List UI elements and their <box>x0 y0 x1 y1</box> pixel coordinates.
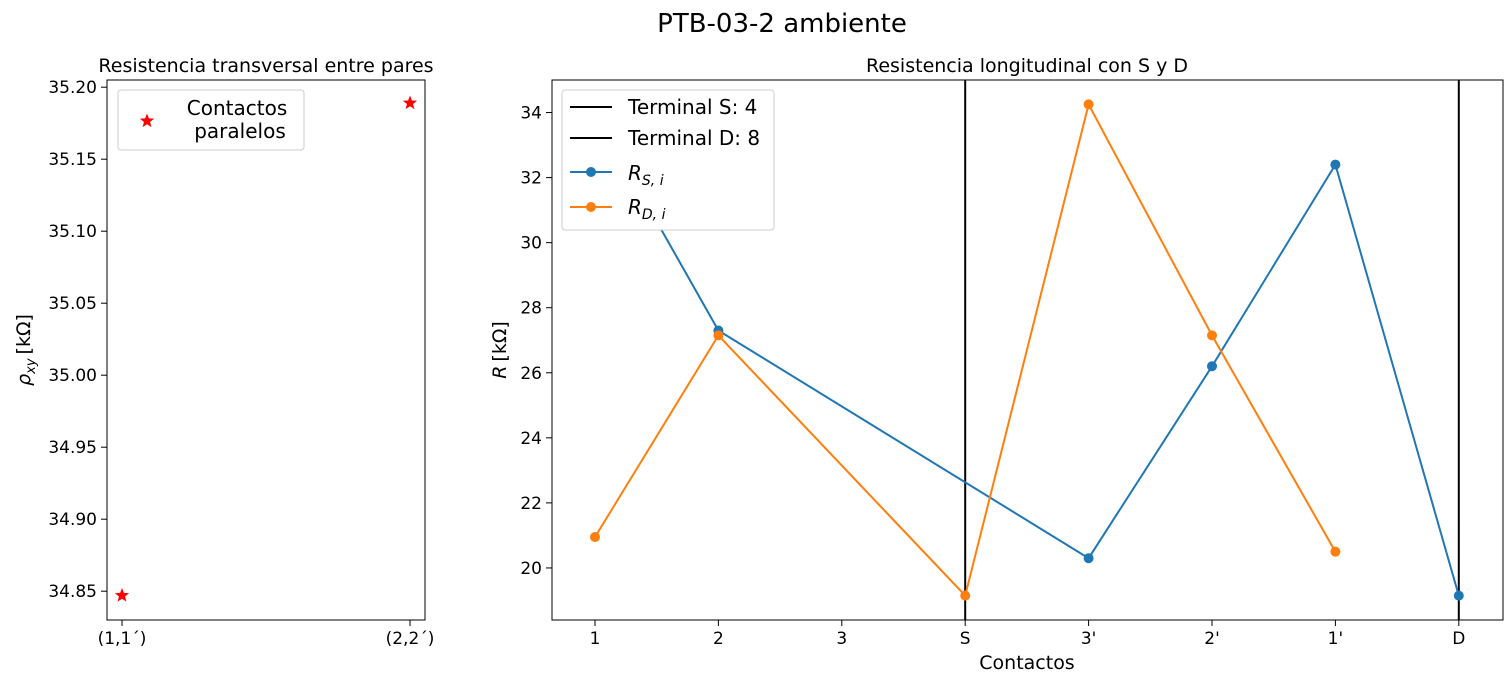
left-legend: Contactos paralelos <box>117 89 305 151</box>
left-star-point <box>114 588 130 602</box>
right-x-tick-label: 2 <box>713 629 724 649</box>
legend-rs-label: RS, i <box>628 161 664 189</box>
series-point-1 <box>1083 99 1094 110</box>
legend-terminal-d-label: Terminal D: 8 <box>627 126 760 150</box>
right-x-tick-label: 1 <box>590 629 601 649</box>
left-y-tick-label: 34.95 <box>48 438 97 458</box>
series-point-1 <box>1207 330 1217 341</box>
right-y-tick-label: 32 <box>520 169 542 189</box>
left-legend-star-icon <box>139 113 155 128</box>
right-y-tick-label: 22 <box>520 494 542 514</box>
right-y-tick-label: 20 <box>520 559 542 579</box>
right-y-tick-label: 26 <box>520 364 542 384</box>
left-y-tick-label: 35.00 <box>48 366 97 386</box>
left-y-tick-label: 34.90 <box>48 510 97 530</box>
series-line-1 <box>594 101 1337 598</box>
left-y-axis-label: ρxy[kΩ] <box>13 314 39 386</box>
left-y-tick-label: 34.85 <box>48 582 97 602</box>
right-x-tick-label: 3' <box>1081 629 1097 649</box>
left-star-point <box>402 95 418 110</box>
right-x-tick-label: S <box>960 629 971 649</box>
legend-rd-marker <box>586 202 596 212</box>
left-y-tick-label: 35.05 <box>48 294 97 314</box>
right-x-tick-label: 2' <box>1204 629 1220 649</box>
right-y-tick-label: 28 <box>520 299 542 319</box>
right-x-tick-label: 3 <box>836 629 847 649</box>
series-point-1 <box>960 590 971 601</box>
right-plot-area <box>551 79 1504 621</box>
right-y-axis-label: R[kΩ] <box>489 321 511 379</box>
figure-title: PTB-03-2 ambiente <box>657 9 907 39</box>
series-point-1 <box>590 532 600 543</box>
series-point-0 <box>1330 159 1341 170</box>
series-point-1 <box>713 330 724 341</box>
legend-terminal-s-label: Terminal S: 4 <box>627 95 757 119</box>
right-chart: Resistencia longitudinal con S y D 20222… <box>489 55 1504 674</box>
left-chart: Resistencia transversal entre pares 34.8… <box>13 55 434 649</box>
left-legend-label-line1: Contactos <box>187 96 287 120</box>
left-y-tick-label: 35.20 <box>48 78 97 98</box>
left-y-tick-label: 35.15 <box>48 150 97 170</box>
right-legend: Terminal S: 4 Terminal D: 8 RS, i RD, i <box>561 89 775 231</box>
right-y-tick-label: 24 <box>520 429 542 449</box>
left-y-tick-label: 35.10 <box>48 222 97 242</box>
series-line-0 <box>594 112 1460 596</box>
left-x-tick-label: (2,2´) <box>386 629 435 649</box>
left-plot-area <box>106 79 426 621</box>
series-point-0 <box>1207 361 1217 372</box>
right-y-tick-label: 30 <box>520 234 542 254</box>
right-x-axis-label: Contactos <box>979 652 1074 674</box>
legend-rd-label: RD, i <box>628 195 666 223</box>
series-point-0 <box>1083 553 1094 564</box>
series-point-1 <box>1330 546 1341 557</box>
left-legend-label-line2: paralelos <box>194 119 286 143</box>
legend-rs-marker <box>586 167 596 177</box>
right-y-tick-label: 34 <box>520 104 542 124</box>
right-chart-title: Resistencia longitudinal con S y D <box>866 55 1188 77</box>
left-x-tick-label: (1,1´) <box>98 629 147 649</box>
series-point-0 <box>1453 590 1464 601</box>
right-x-tick-label: 1' <box>1328 629 1344 649</box>
right-x-tick-label: D <box>1452 629 1465 649</box>
left-chart-title: Resistencia transversal entre pares <box>98 55 433 77</box>
